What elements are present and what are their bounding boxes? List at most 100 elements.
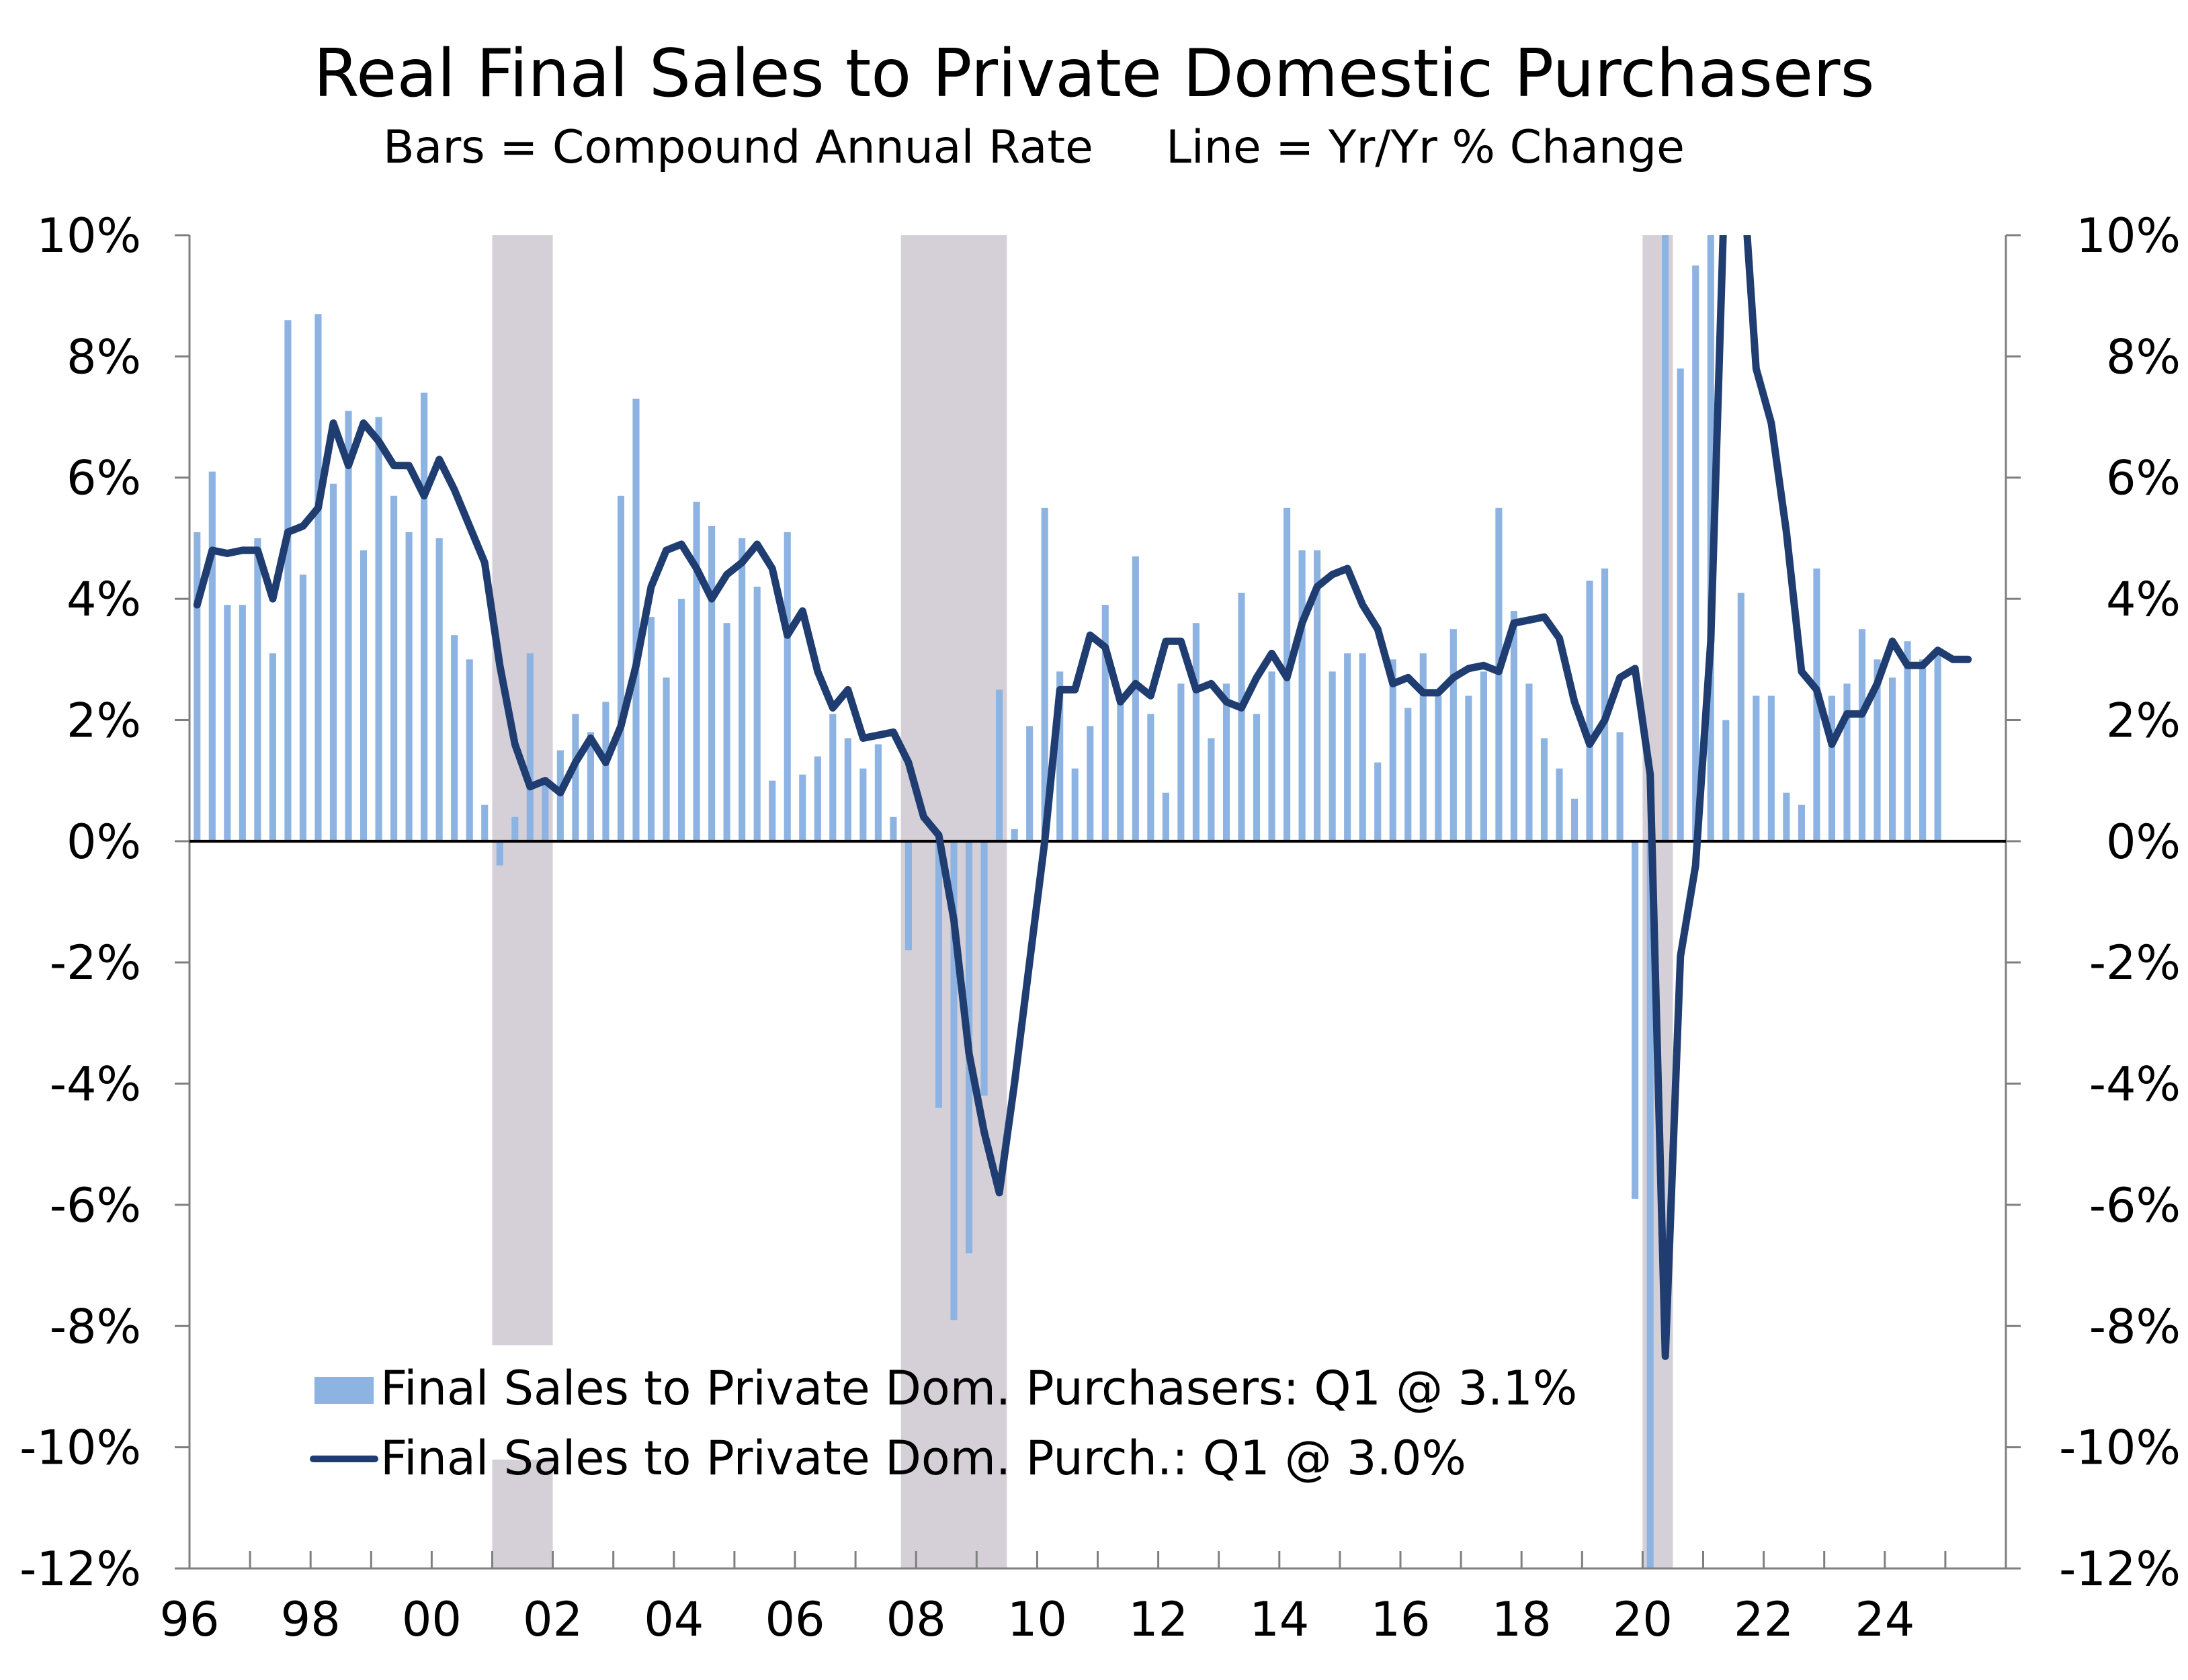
bar-97 <box>1662 235 1669 841</box>
bar-18 <box>466 659 473 841</box>
bar-37 <box>753 587 761 841</box>
bar-36 <box>739 538 746 841</box>
bar-104 <box>1767 696 1775 841</box>
y-tick-label-right: 0% <box>2106 814 2181 870</box>
bar-12 <box>375 417 382 841</box>
bar-series-layer <box>194 235 1941 1568</box>
bar-25 <box>572 714 579 841</box>
bar-111 <box>1874 659 1881 841</box>
bar-70 <box>1253 714 1261 841</box>
bar-22 <box>526 653 534 841</box>
bar-32 <box>677 599 685 841</box>
y-tick-label-right: -10% <box>2059 1421 2181 1476</box>
bar-73 <box>1298 550 1306 841</box>
bar-115 <box>1934 653 1941 841</box>
bar-33 <box>693 501 700 841</box>
bar-43 <box>844 738 851 841</box>
bar-35 <box>723 623 730 841</box>
bar-83 <box>1449 629 1457 841</box>
y-tick-label-right: -2% <box>2089 935 2181 991</box>
y-tick-label-left: 10% <box>36 208 141 263</box>
y-tick-label-right: 10% <box>2076 208 2181 263</box>
y-tick-label-right: -6% <box>2089 1178 2181 1233</box>
y-tick-label-left: 4% <box>67 572 141 627</box>
bar-45 <box>874 744 882 841</box>
bar-71 <box>1268 671 1275 841</box>
y-tick-label-right: 2% <box>2106 693 2181 748</box>
bar-5 <box>269 653 276 841</box>
bar-55 <box>1026 726 1034 841</box>
y-tick-label-right: 6% <box>2106 451 2181 506</box>
bar-47 <box>904 841 913 951</box>
bar-11 <box>360 550 368 841</box>
y-tick-label-left: -10% <box>19 1421 141 1476</box>
bar-105 <box>1783 792 1790 841</box>
bar-96 <box>1646 841 1654 1568</box>
x-tick-label: 04 <box>644 1592 704 1647</box>
bar-78 <box>1374 762 1382 841</box>
y-tick-label-left: 2% <box>67 693 141 748</box>
y-tick-label-left: 0% <box>67 814 141 870</box>
x-tick-label: 98 <box>281 1592 341 1647</box>
y-tick-label-right: 4% <box>2106 572 2181 627</box>
bar-28 <box>617 495 625 841</box>
bar-77 <box>1359 653 1366 841</box>
bar-54 <box>1011 829 1018 841</box>
bar-108 <box>1828 696 1836 841</box>
bar-74 <box>1314 550 1321 841</box>
bar-40 <box>799 774 806 841</box>
x-tick-label: 14 <box>1249 1592 1309 1647</box>
bar-34 <box>708 526 716 841</box>
bar-82 <box>1435 696 1442 841</box>
x-tick-label: 24 <box>1855 1592 1914 1647</box>
bar-106 <box>1798 804 1805 841</box>
bar-53 <box>996 689 1003 841</box>
bar-84 <box>1465 696 1472 841</box>
x-tick-label: 08 <box>886 1592 946 1647</box>
bar-41 <box>814 756 821 841</box>
bar-102 <box>1737 593 1744 841</box>
legend-bar-swatch <box>314 1377 374 1404</box>
bar-49 <box>935 841 943 1108</box>
y-tick-label-right: -8% <box>2089 1299 2181 1354</box>
bar-27 <box>602 702 609 841</box>
x-tick-label: 18 <box>1492 1592 1552 1647</box>
bar-21 <box>511 816 519 841</box>
bar-3 <box>239 605 246 841</box>
bar-19 <box>481 804 489 841</box>
y-tick-label-right: 8% <box>2106 329 2181 384</box>
bar-2 <box>224 605 231 841</box>
bar-87 <box>1510 611 1518 841</box>
bar-60 <box>1101 605 1109 841</box>
legend: Final Sales to Private Dom. Purchasers: … <box>296 1345 1577 1486</box>
bar-101 <box>1722 720 1730 841</box>
chart-title: Real Final Sales to Private Domestic Pur… <box>313 36 1875 112</box>
bar-109 <box>1843 683 1851 841</box>
bar-89 <box>1540 738 1548 841</box>
bar-112 <box>1888 677 1896 841</box>
bar-114 <box>1919 659 1927 841</box>
bar-59 <box>1087 726 1094 841</box>
bar-98 <box>1677 368 1684 841</box>
x-tick-label: 22 <box>1734 1592 1794 1647</box>
x-tick-label: 20 <box>1613 1592 1673 1647</box>
legend-line-label: Final Sales to Private Dom. Purch.: Q1 @… <box>380 1431 1466 1486</box>
bar-14 <box>405 532 413 841</box>
bar-9 <box>329 483 337 841</box>
bar-26 <box>587 732 594 841</box>
bar-29 <box>632 398 640 841</box>
bar-65 <box>1177 683 1185 841</box>
bar-56 <box>1041 507 1048 841</box>
yoy-line <box>193 235 1972 1360</box>
bar-16 <box>435 538 443 841</box>
bar-95 <box>1632 841 1639 1199</box>
bar-91 <box>1570 798 1579 841</box>
bar-58 <box>1071 768 1079 841</box>
bar-46 <box>890 816 897 841</box>
y-tick-label-left: -4% <box>50 1057 141 1112</box>
bar-110 <box>1858 629 1866 841</box>
bar-113 <box>1904 641 1911 841</box>
y-tick-label-right: -4% <box>2089 1057 2181 1112</box>
bar-99 <box>1692 265 1699 841</box>
